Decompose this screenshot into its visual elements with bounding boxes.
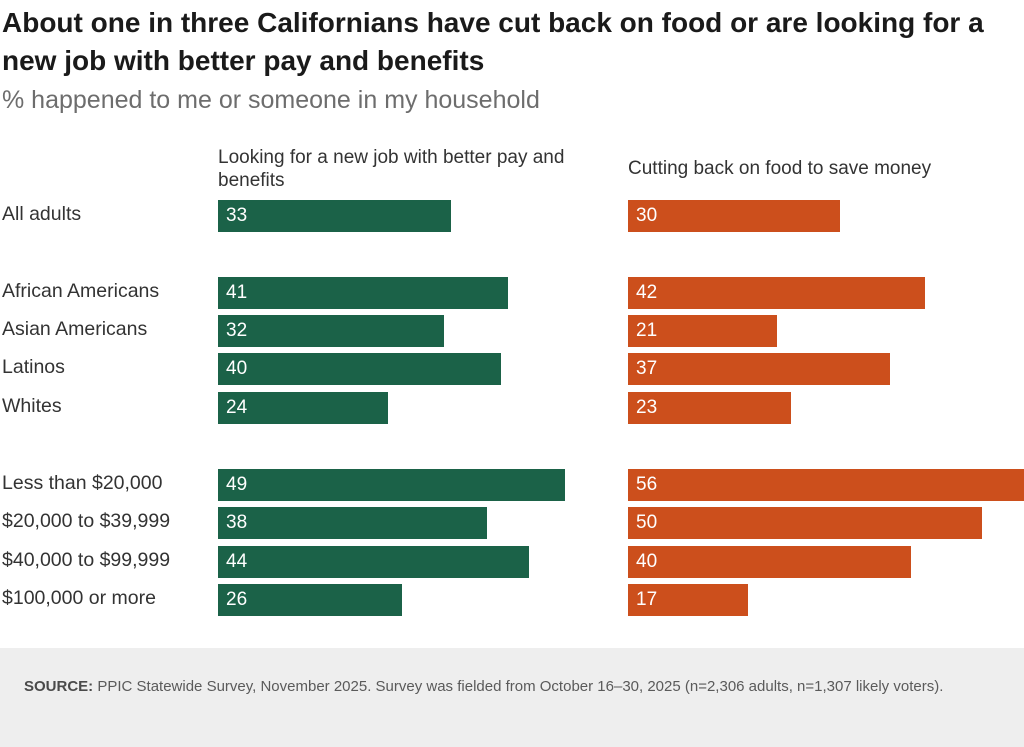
bar-new-job-latinos — [218, 353, 501, 385]
data-label-cut-food-less-than-20-000: 56 — [636, 474, 658, 495]
category-label-asian-americans: Asian Americans — [2, 318, 148, 340]
bar-new-job-all-adults — [218, 200, 451, 232]
bar-new-job-whites — [218, 392, 388, 424]
chart-title: About one in three Californians have cut… — [2, 7, 984, 76]
category-label-20-000-to-39-999: $20,000 to $39,999 — [2, 510, 171, 532]
data-label-cut-food-asian-americans: 21 — [636, 320, 658, 341]
category-label-less-than-20-000: Less than $20,000 — [2, 472, 163, 494]
bar-cut-food-20-000-to-39-999 — [628, 507, 982, 539]
bar-cut-food-latinos — [628, 353, 890, 385]
footer-source: SOURCE: PPIC Statewide Survey, November … — [0, 648, 1024, 747]
data-label-new-job-african-americans: 41 — [226, 282, 248, 303]
bar-new-job-20-000-to-39-999 — [218, 507, 487, 539]
category-label-whites: Whites — [2, 395, 62, 417]
bar-cut-food-all-adults — [628, 200, 840, 232]
category-label-100-000-or-more: $100,000 or more — [2, 587, 156, 609]
bar-cut-food-less-than-20-000 — [628, 469, 1024, 501]
source-label: SOURCE: — [24, 678, 94, 695]
bar-new-job-40-000-to-99-999 — [218, 546, 529, 578]
chart-subtitle: % happened to me or someone in my househ… — [2, 86, 540, 114]
data-label-new-job-100-000-or-more: 26 — [226, 589, 248, 610]
bar-cut-food-100-000-or-more — [628, 584, 748, 616]
data-label-new-job-asian-americans: 32 — [226, 320, 248, 341]
bar-cut-food-whites — [628, 392, 791, 424]
category-label-all-adults: All adults — [2, 203, 82, 225]
data-label-cut-food-latinos: 37 — [636, 358, 658, 379]
data-label-cut-food-100-000-or-more: 17 — [636, 589, 658, 610]
data-label-cut-food-all-adults: 30 — [636, 205, 658, 226]
data-label-new-job-20-000-to-39-999: 38 — [226, 512, 248, 533]
bar-new-job-asian-americans — [218, 315, 444, 347]
data-label-new-job-latinos: 40 — [226, 358, 248, 379]
data-label-new-job-40-000-to-99-999: 44 — [226, 551, 248, 572]
bar-new-job-less-than-20-000 — [218, 469, 565, 501]
bar-cut-food-40-000-to-99-999 — [628, 546, 911, 578]
source-note: SOURCE: PPIC Statewide Survey, November … — [24, 675, 1009, 698]
source-text: PPIC Statewide Survey, November 2025. Su… — [97, 678, 944, 695]
category-label-african-americans: African Americans — [2, 280, 160, 302]
bar-cut-food-asian-americans — [628, 315, 777, 347]
data-label-cut-food-whites: 23 — [636, 397, 658, 418]
data-label-cut-food-20-000-to-39-999: 50 — [636, 512, 658, 533]
panel-header-new-job: Looking for a new job with better pay an… — [218, 147, 565, 191]
data-label-new-job-all-adults: 33 — [226, 205, 248, 226]
bar-new-job-100-000-or-more — [218, 584, 402, 616]
category-label-latinos: Latinos — [2, 356, 65, 378]
category-label-40-000-to-99-999: $40,000 to $99,999 — [2, 549, 171, 571]
bar-cut-food-african-americans — [628, 277, 925, 309]
bar-new-job-african-americans — [218, 277, 508, 309]
panel-header-cutting-food: Cutting back on food to save money — [628, 158, 932, 179]
data-label-new-job-whites: 24 — [226, 397, 248, 418]
data-label-cut-food-40-000-to-99-999: 40 — [636, 551, 658, 572]
data-label-cut-food-african-americans: 42 — [636, 282, 658, 303]
data-label-new-job-less-than-20-000: 49 — [226, 474, 248, 495]
